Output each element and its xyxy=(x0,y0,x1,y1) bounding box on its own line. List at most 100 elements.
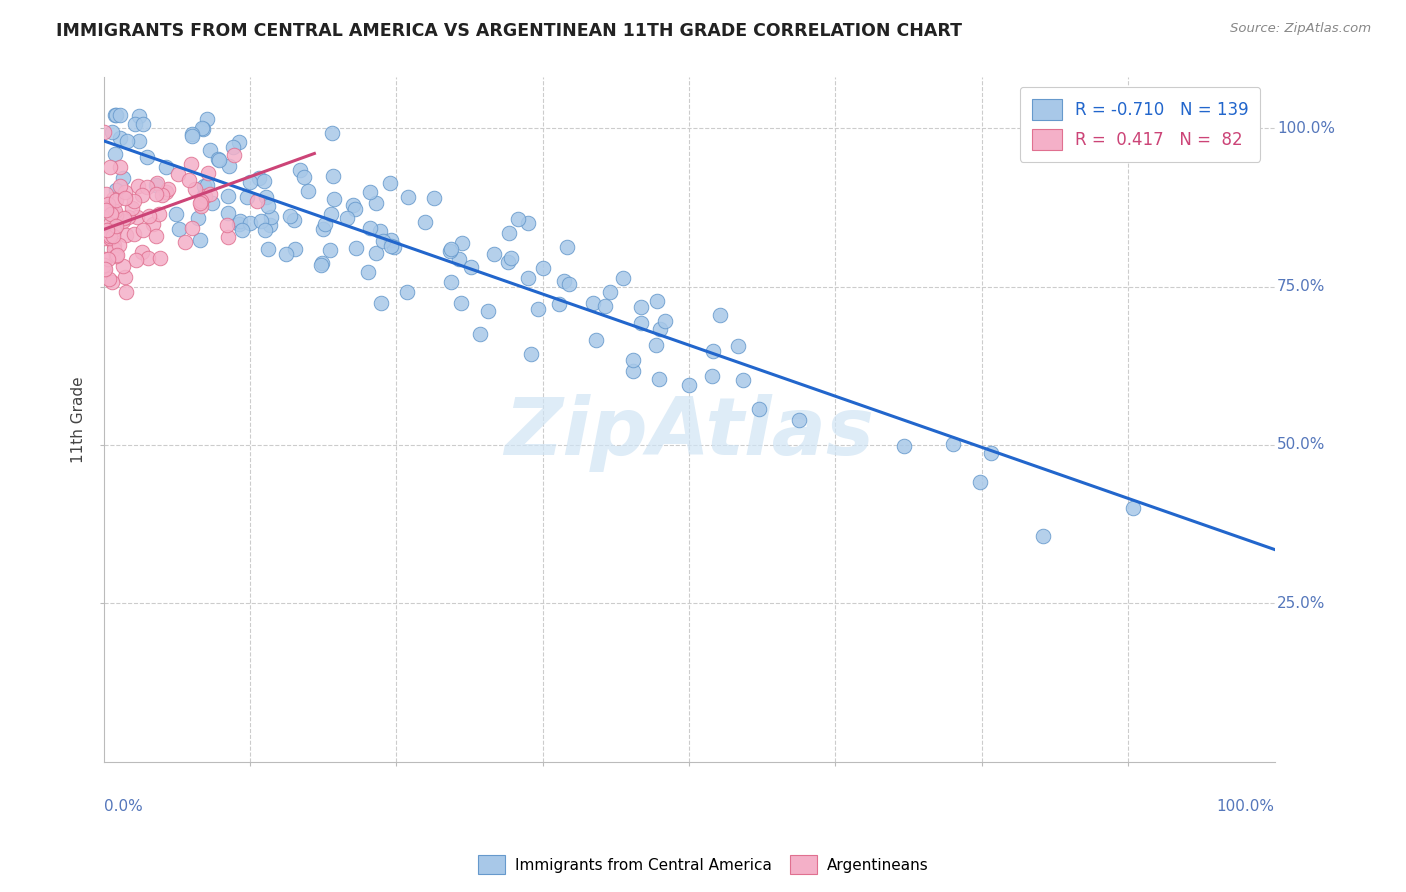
Point xyxy=(709,308,731,322)
Legend: Immigrants from Central America, Argentineans: Immigrants from Central America, Argenti… xyxy=(472,849,934,880)
Point xyxy=(104,219,127,233)
Point xyxy=(94,261,117,276)
Point xyxy=(593,299,616,313)
Point xyxy=(111,259,134,273)
Point xyxy=(222,148,245,162)
Point xyxy=(321,126,343,140)
Point xyxy=(191,122,214,136)
Point xyxy=(322,169,344,183)
Point xyxy=(135,180,157,194)
Point xyxy=(96,200,118,214)
Point xyxy=(146,177,169,191)
Point xyxy=(93,263,115,277)
Point xyxy=(727,339,749,353)
Point xyxy=(104,204,127,219)
Point xyxy=(93,231,115,245)
Point xyxy=(184,182,207,196)
Point xyxy=(239,216,262,230)
Point xyxy=(359,185,381,199)
Point xyxy=(396,190,419,204)
Point xyxy=(131,245,153,260)
Point xyxy=(246,194,269,208)
Point xyxy=(558,277,581,291)
Point xyxy=(111,171,134,186)
Point xyxy=(516,216,538,230)
Point xyxy=(132,117,155,131)
Point xyxy=(104,146,127,161)
Point xyxy=(98,229,121,244)
Point xyxy=(748,402,770,417)
Point xyxy=(648,372,671,386)
Point xyxy=(378,176,401,190)
Point xyxy=(942,436,965,450)
Point xyxy=(380,233,402,247)
Point xyxy=(136,251,159,265)
Point xyxy=(100,207,122,221)
Point xyxy=(145,229,167,244)
Text: ZipAtlas: ZipAtlas xyxy=(505,394,875,472)
Point xyxy=(253,223,276,237)
Point xyxy=(188,233,211,247)
Point xyxy=(449,252,471,266)
Point xyxy=(191,120,214,135)
Point xyxy=(254,189,277,203)
Point xyxy=(274,246,297,260)
Point xyxy=(257,242,280,256)
Point xyxy=(94,187,117,202)
Point xyxy=(103,223,125,237)
Point xyxy=(97,197,120,211)
Text: 50.0%: 50.0% xyxy=(1277,437,1326,452)
Point xyxy=(197,166,219,180)
Point xyxy=(342,198,364,212)
Point xyxy=(250,213,273,227)
Point xyxy=(128,109,150,123)
Point xyxy=(654,313,676,327)
Point xyxy=(499,251,522,265)
Point xyxy=(247,170,270,185)
Point xyxy=(228,136,250,150)
Point xyxy=(217,206,239,220)
Point xyxy=(314,218,336,232)
Point xyxy=(482,247,505,261)
Point xyxy=(260,210,283,224)
Point xyxy=(531,260,554,275)
Point xyxy=(114,191,136,205)
Point xyxy=(181,127,204,141)
Text: 0.0%: 0.0% xyxy=(104,799,142,814)
Point xyxy=(612,271,634,285)
Point xyxy=(107,238,129,252)
Point xyxy=(101,219,124,233)
Point xyxy=(555,239,578,253)
Point xyxy=(115,227,138,242)
Point xyxy=(893,440,915,454)
Point xyxy=(100,275,122,289)
Point xyxy=(440,275,463,289)
Point xyxy=(100,125,122,139)
Point xyxy=(104,108,127,122)
Point xyxy=(516,271,538,285)
Point xyxy=(733,373,755,387)
Point xyxy=(527,302,550,317)
Point xyxy=(114,185,136,199)
Point xyxy=(145,178,167,193)
Point xyxy=(98,161,121,175)
Point xyxy=(103,242,125,256)
Point xyxy=(215,219,238,233)
Point xyxy=(142,217,165,231)
Point xyxy=(200,186,222,201)
Point xyxy=(621,364,644,378)
Point xyxy=(101,192,124,206)
Point xyxy=(496,255,519,269)
Point xyxy=(1032,529,1054,543)
Point xyxy=(364,246,387,260)
Point xyxy=(359,221,381,235)
Point xyxy=(222,139,245,153)
Point xyxy=(190,194,212,208)
Point xyxy=(969,475,991,490)
Point xyxy=(112,211,135,225)
Point xyxy=(283,213,305,227)
Point xyxy=(585,333,607,347)
Point xyxy=(395,285,418,299)
Point xyxy=(132,223,155,237)
Point xyxy=(150,187,173,202)
